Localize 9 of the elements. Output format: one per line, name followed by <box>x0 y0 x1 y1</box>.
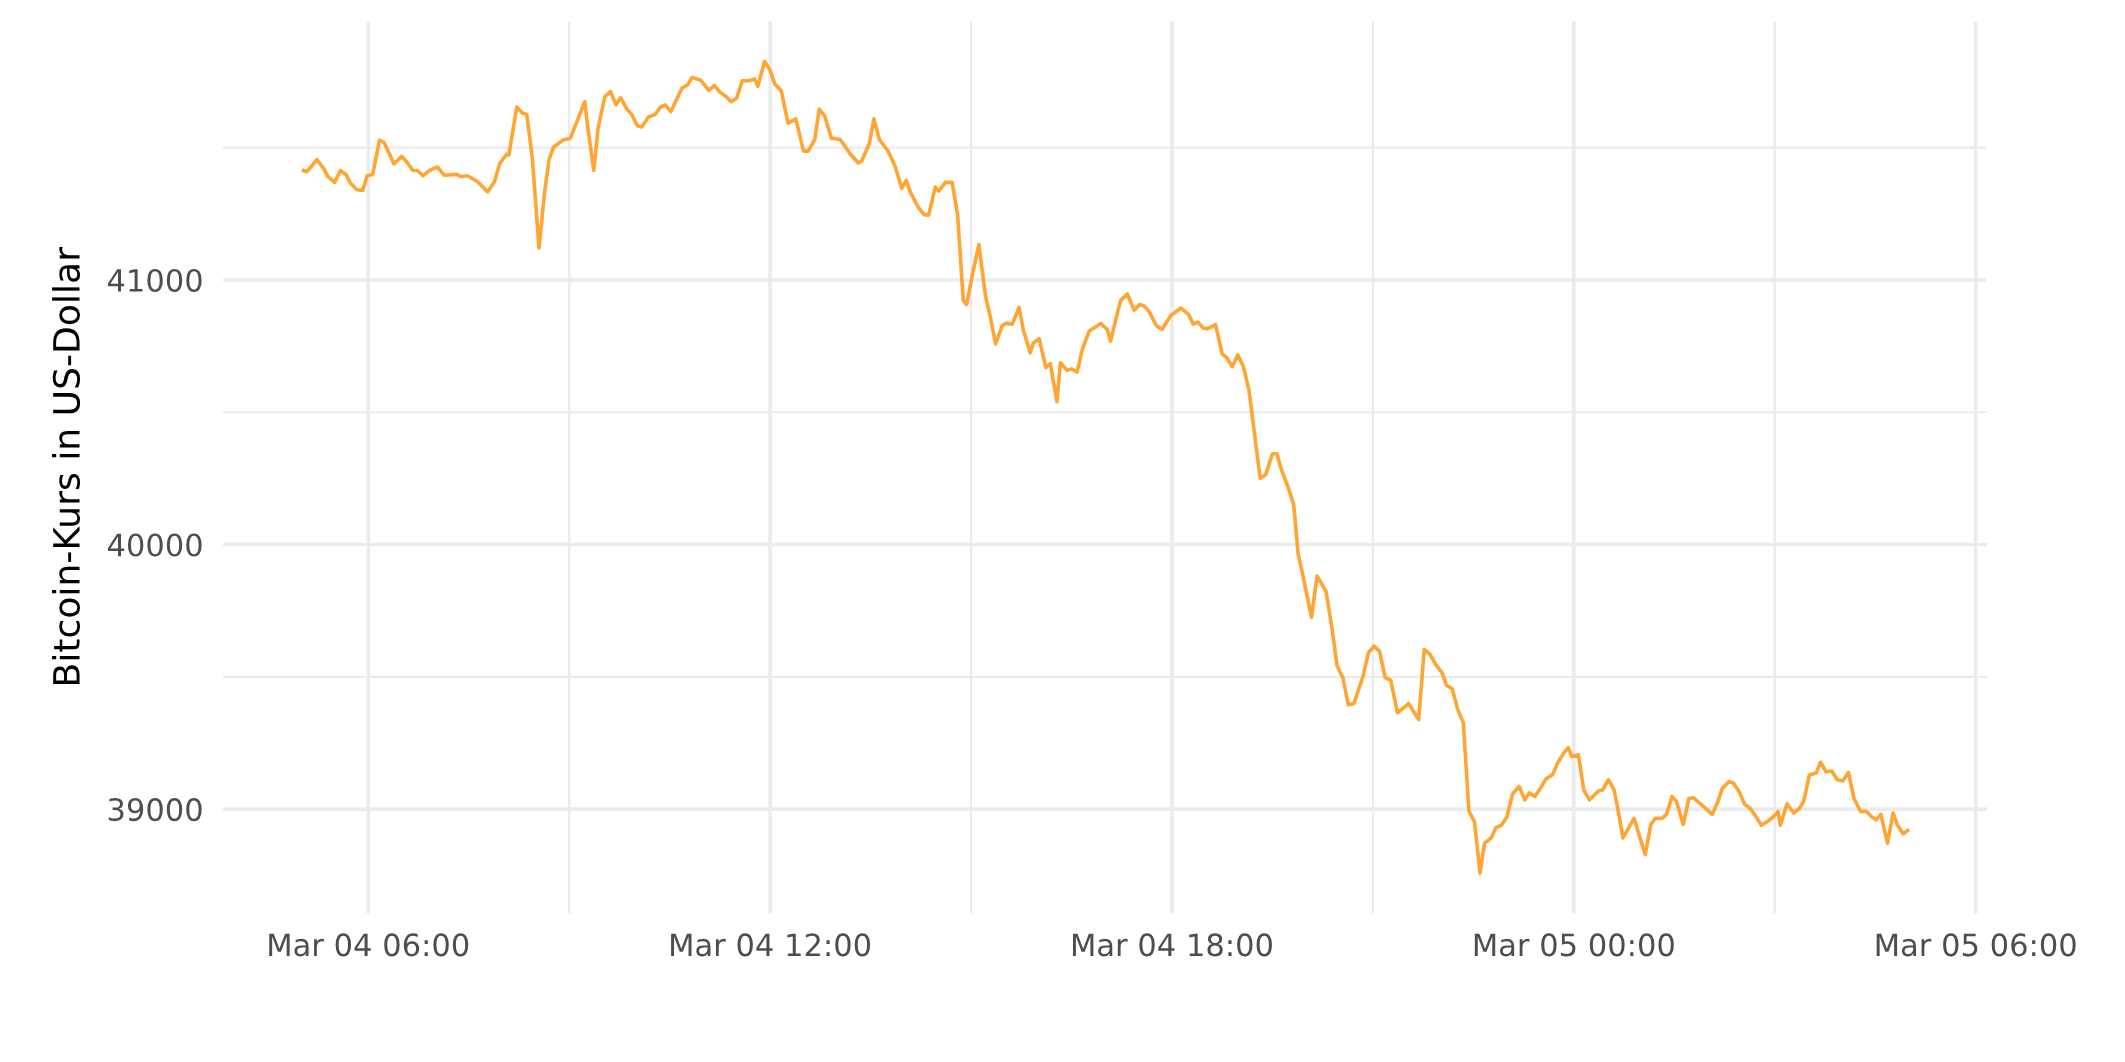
y-tick-label: 41000 <box>107 268 202 293</box>
x-tick-label: Mar 04 06:00 <box>269 933 469 957</box>
x-tick-label: Mar 04 18:00 <box>1072 933 1272 957</box>
x-tick-label: Mar 05 06:00 <box>1876 933 2076 957</box>
x-tick-label: Mar 05 00:00 <box>1474 933 1674 957</box>
y-tick-label: 39000 <box>108 798 202 822</box>
x-tick-label: Mar 04 12:00 <box>671 933 871 957</box>
y-tick-label: 40000 <box>107 533 202 557</box>
y-axis-title: Bitcoin-Kurs in US-Dollar <box>52 247 81 684</box>
